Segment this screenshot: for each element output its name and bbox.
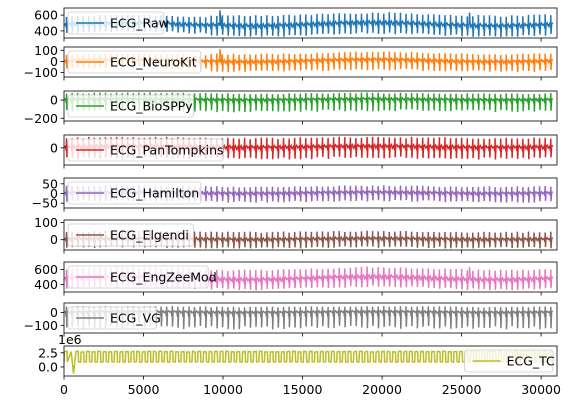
panel-ECG_VG: −1000 ECG_VG — [24, 302, 558, 334]
legend: ECG_BioSPPy — [67, 94, 194, 118]
x-tick-label: 5000 — [128, 382, 160, 397]
axes-frame — [63, 7, 558, 39]
legend: ECG_Raw — [67, 11, 169, 35]
y-offset-label: 1e6 — [58, 332, 82, 347]
axes-frame — [63, 90, 558, 122]
legend-label: ECG_TC — [507, 354, 555, 369]
y-tick-label: −100 — [24, 65, 58, 80]
legend: ECG_TC — [464, 349, 555, 373]
y-tick-label: 2.5 — [38, 345, 58, 360]
y-tick-label: 0 — [50, 54, 58, 69]
y-tick-label: 600 — [34, 8, 58, 23]
x-tick-label: 0 — [60, 382, 68, 397]
panel-ECG_BioSPPy: −200 0 ECG_BioSPPy — [24, 90, 558, 126]
axes-frame — [63, 261, 558, 293]
panel-ECG_PanTompkins: 0 ECG_PanTompkins — [50, 134, 558, 166]
y-tick-label: 400 — [34, 277, 58, 292]
legend-label: ECG_EngZeeMod — [110, 270, 217, 285]
legend-box — [67, 94, 194, 118]
y-tick-label: 0 — [50, 186, 58, 201]
legend: ECG_Elgendi — [67, 223, 194, 247]
x-tick-label: 20000 — [362, 382, 402, 397]
y-tick-label: 600 — [34, 262, 58, 277]
legend-label: ECG_Raw — [110, 16, 169, 31]
y-tick-label: −50 — [32, 196, 58, 211]
x-tick-label: 15000 — [283, 382, 323, 397]
axes-frame — [63, 46, 558, 78]
y-tick-label: 400 — [34, 23, 58, 38]
y-tick-label: 0 — [50, 232, 58, 247]
legend-box — [67, 181, 202, 205]
legend: ECG_EngZeeMod — [67, 265, 217, 289]
legend: ECG_VG — [67, 306, 161, 330]
axes-frame — [63, 302, 558, 334]
legend-box — [67, 306, 157, 330]
axes-frame — [63, 134, 558, 166]
y-tick-label: 0 — [50, 93, 58, 108]
legend-label: ECG_BioSPPy — [110, 99, 193, 114]
panel-ECG_Elgendi: 0 100 ECG_Elgendi — [34, 215, 558, 251]
x-tick-label: 25000 — [442, 382, 482, 397]
legend-box — [67, 223, 194, 247]
legend: ECG_NeuroKit — [67, 50, 202, 74]
legend-box — [464, 349, 554, 373]
legend-box — [67, 138, 224, 162]
y-tick-label: −200 — [24, 111, 58, 126]
legend-label: ECG_PanTompkins — [110, 143, 224, 158]
axes-frame — [63, 177, 558, 209]
axes-frame — [63, 345, 558, 377]
y-tick-label: 0 — [50, 305, 58, 320]
legend-label: ECG_VG — [110, 311, 161, 326]
x-tick-label: 10000 — [203, 382, 243, 397]
y-tick-label: 100 — [34, 215, 58, 230]
legend-box — [67, 11, 165, 35]
y-tick-label: 0 — [50, 140, 58, 155]
legend-label: ECG_NeuroKit — [110, 55, 197, 70]
legend: ECG_PanTompkins — [67, 138, 224, 162]
legend: ECG_Hamilton — [67, 181, 202, 205]
legend-label: ECG_Hamilton — [110, 186, 199, 201]
legend-box — [67, 50, 202, 74]
y-tick-label: 50 — [42, 176, 58, 191]
axes-frame — [63, 219, 558, 251]
y-tick-label: 100 — [34, 43, 58, 58]
legend-box — [67, 265, 209, 289]
x-tick-label: 30000 — [521, 382, 561, 397]
y-tick-label: −100 — [24, 318, 58, 333]
y-tick-label: 0.0 — [38, 359, 58, 374]
legend-label: ECG_Elgendi — [110, 228, 189, 243]
